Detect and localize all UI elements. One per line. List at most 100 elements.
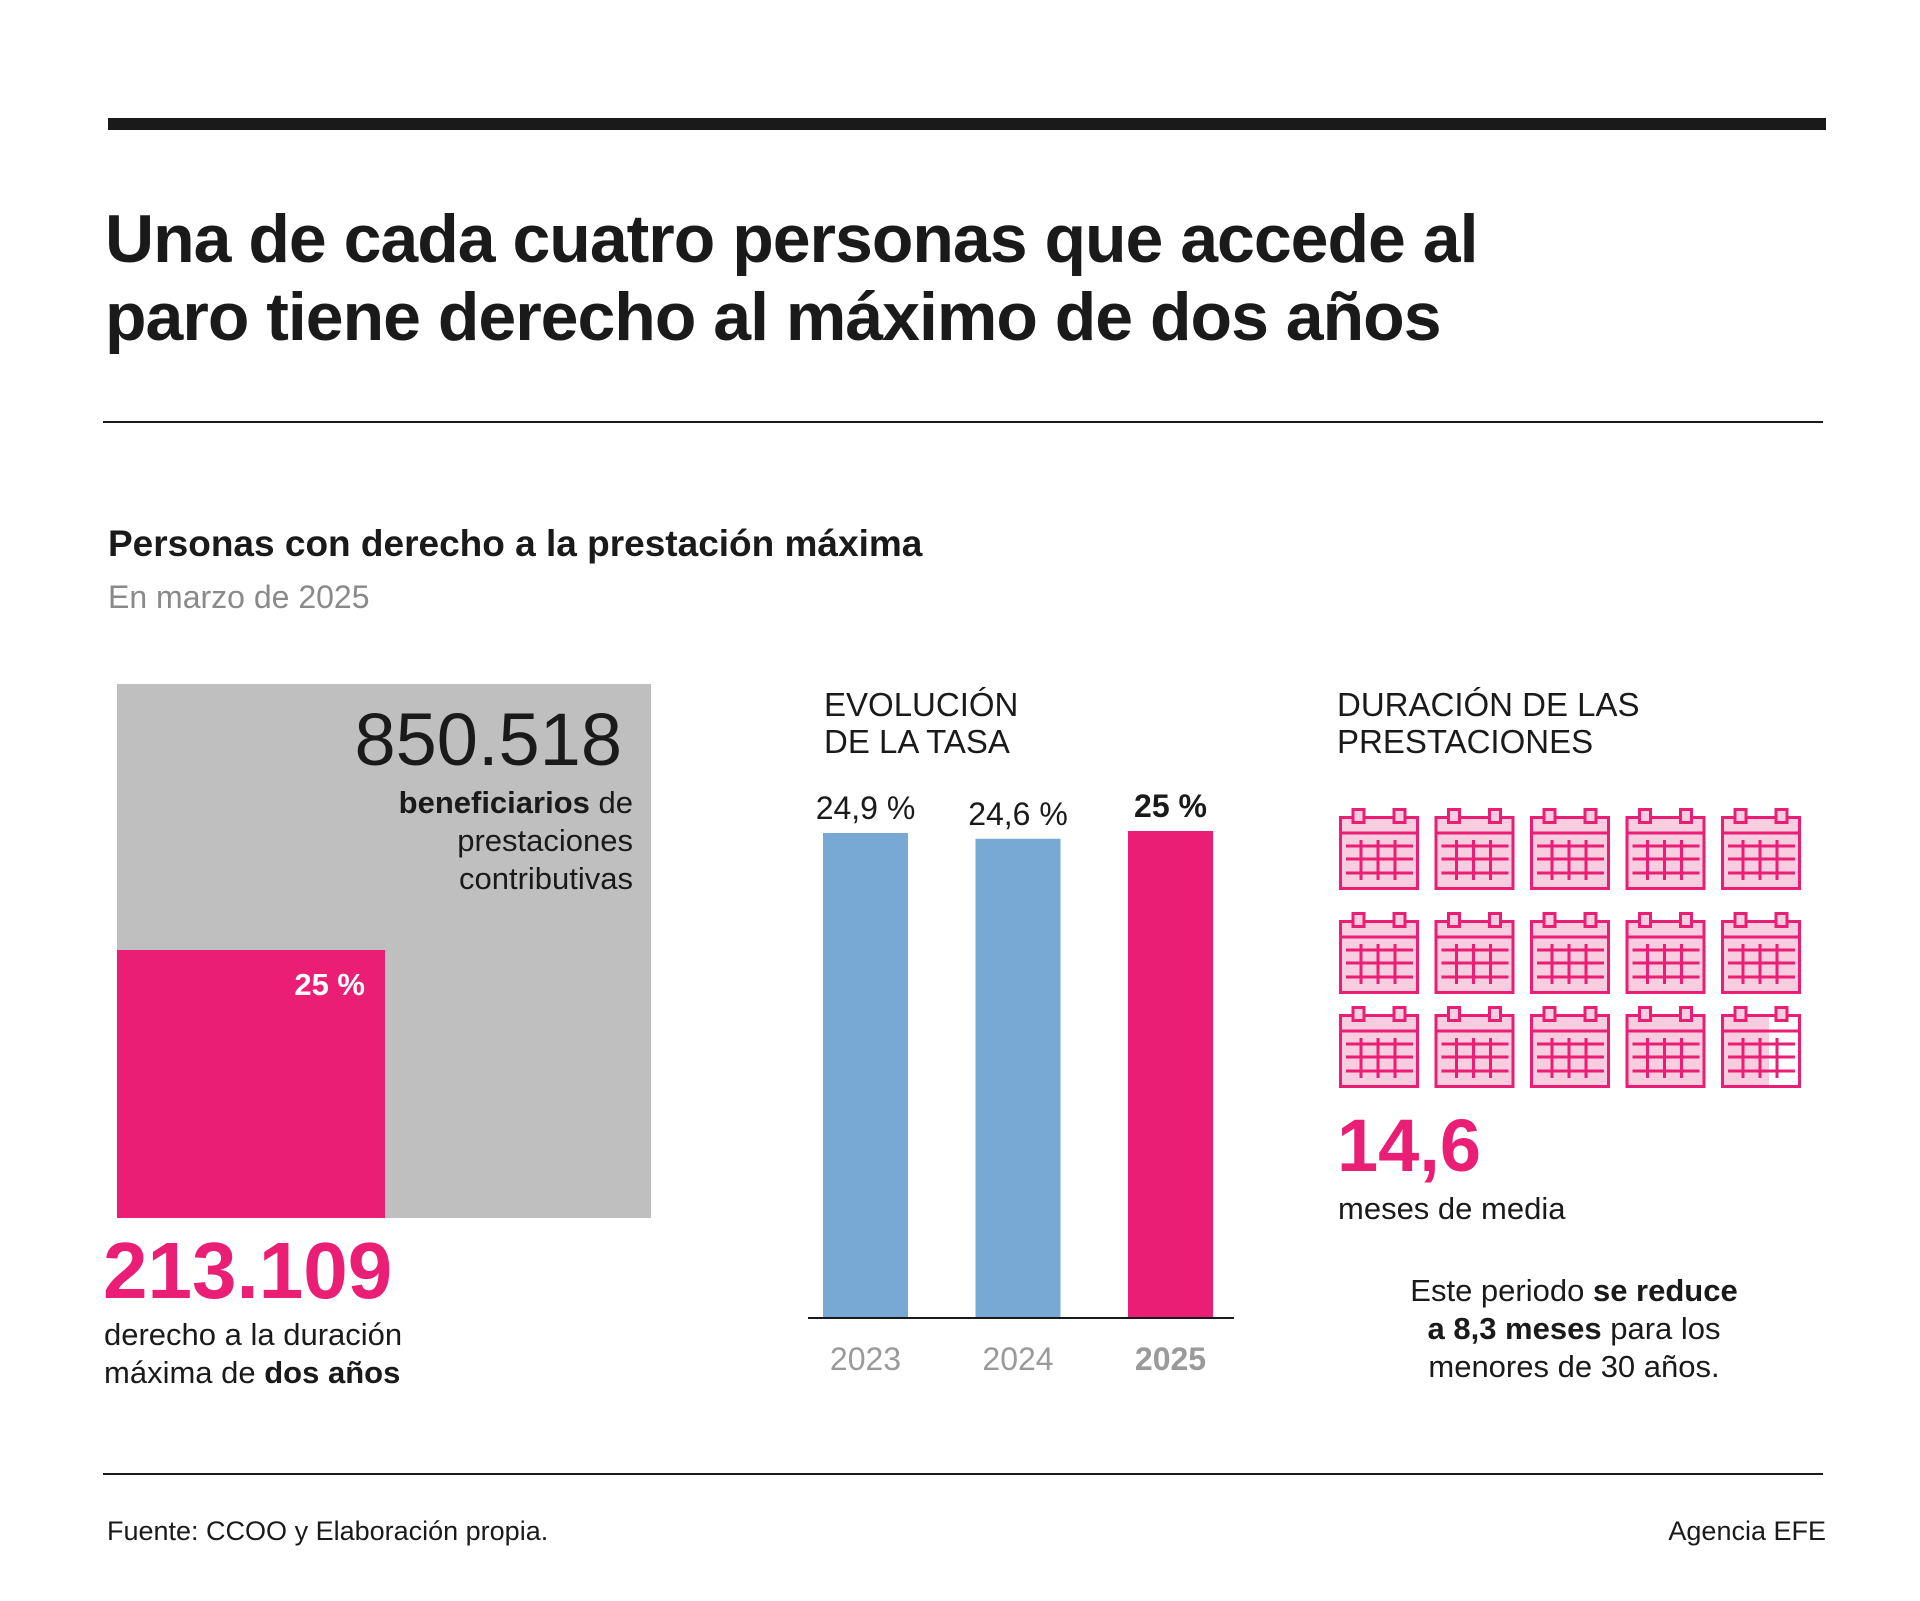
calendar-fill bbox=[1721, 1014, 1769, 1088]
calendar-ring bbox=[1774, 1006, 1789, 1022]
source: Fuente: CCOO y Elaboración propia. bbox=[107, 1516, 549, 1546]
calendar-ring bbox=[1488, 808, 1502, 824]
calendar-icon bbox=[1339, 912, 1419, 994]
calendar-icon bbox=[1339, 1006, 1419, 1088]
calendar-ring bbox=[1447, 808, 1461, 824]
total-label-rest: de bbox=[589, 785, 634, 820]
calendar-ring bbox=[1733, 1006, 1748, 1022]
divider bbox=[103, 1473, 1823, 1475]
calendar-icon bbox=[1721, 1006, 1801, 1088]
note-text: para los bbox=[1601, 1311, 1721, 1346]
bar-value-label: 25 % bbox=[1134, 788, 1207, 824]
calendar-icon bbox=[1434, 808, 1515, 890]
calendar-ring bbox=[1351, 1006, 1366, 1022]
calendar-ring bbox=[1774, 808, 1789, 824]
calendar-ring bbox=[1392, 1006, 1407, 1022]
calendar-icon bbox=[1625, 912, 1706, 994]
section-date: En marzo de 2025 bbox=[108, 579, 370, 615]
bar bbox=[1128, 831, 1213, 1317]
calendar-ring bbox=[1638, 808, 1652, 824]
total-label-bold: beneficiarios bbox=[398, 785, 590, 820]
top-bar bbox=[108, 118, 1826, 130]
calendar-frame bbox=[1625, 920, 1706, 994]
credit: Agencia EFE bbox=[1668, 1516, 1826, 1546]
x-tick-label: 2024 bbox=[982, 1341, 1053, 1377]
duration-note: Este periodo se reduce a 8,3 meses para … bbox=[1374, 1272, 1774, 1386]
headline-line: Una de cada cuatro personas que accede a… bbox=[105, 201, 1478, 277]
bar-value-label: 24,6 % bbox=[968, 796, 1068, 832]
calendar-ring bbox=[1488, 1006, 1502, 1022]
calendar-ring bbox=[1542, 912, 1557, 928]
note-text: menores de 30 años. bbox=[1428, 1349, 1720, 1384]
calendar-ring bbox=[1392, 808, 1407, 824]
calendar-icon bbox=[1721, 912, 1801, 994]
calendar-ring bbox=[1392, 912, 1407, 928]
note-bold: se reduce bbox=[1592, 1273, 1738, 1308]
bar bbox=[823, 832, 908, 1317]
max-value: 213.109 bbox=[103, 1226, 393, 1315]
calendar-ring bbox=[1638, 1006, 1652, 1022]
divider bbox=[103, 421, 1823, 423]
duration-title-line: DURACIÓN DE LAS bbox=[1337, 686, 1640, 723]
calendar-icon bbox=[1625, 808, 1706, 890]
calendar-icon bbox=[1530, 1006, 1610, 1088]
chart-title-line: EVOLUCIÓN bbox=[824, 686, 1019, 723]
calendar-frame bbox=[1339, 920, 1419, 994]
note-text: Este periodo bbox=[1410, 1273, 1593, 1308]
chart-title-line: DE LA TASA bbox=[824, 723, 1010, 760]
duration-caption: meses de media bbox=[1338, 1191, 1566, 1226]
note-bold: a 8,3 meses bbox=[1427, 1311, 1602, 1346]
calendar-ring bbox=[1679, 808, 1693, 824]
calendar-ring bbox=[1351, 912, 1366, 928]
max-label-bold: dos años bbox=[264, 1355, 401, 1390]
max-label: derecho a la duración máxima de dos años bbox=[104, 1316, 402, 1392]
calendar-frame bbox=[1625, 1014, 1706, 1088]
calendar-ring bbox=[1733, 912, 1748, 928]
duration-title-line: PRESTACIONES bbox=[1337, 723, 1594, 760]
calendar-icon bbox=[1721, 808, 1801, 890]
calendar-frame bbox=[1721, 920, 1801, 994]
total-value: 850.518 bbox=[354, 698, 623, 781]
calendar-icon bbox=[1339, 808, 1419, 890]
calendar-ring bbox=[1679, 1006, 1693, 1022]
calendar-frame bbox=[1339, 1014, 1419, 1088]
calendar-ring bbox=[1542, 808, 1557, 824]
total-label-line: contributivas bbox=[458, 861, 633, 896]
calendar-ring bbox=[1351, 808, 1366, 824]
total-label-line: prestaciones bbox=[457, 823, 633, 858]
calendar-icon bbox=[1530, 808, 1610, 890]
total-label: beneficiarios de prestaciones contributi… bbox=[399, 784, 633, 898]
calendar-ring bbox=[1679, 912, 1693, 928]
bar bbox=[975, 838, 1061, 1317]
share-percent: 25 % bbox=[294, 967, 365, 1002]
calendar-frame bbox=[1530, 1014, 1610, 1088]
calendar-frame bbox=[1434, 1014, 1515, 1088]
bar-chart-title: EVOLUCIÓN DE LA TASA bbox=[824, 686, 1018, 760]
bar-value-label: 24,9 % bbox=[816, 790, 916, 826]
x-tick-label: 2023 bbox=[830, 1341, 901, 1377]
calendar-ring bbox=[1774, 912, 1789, 928]
calendar-frame bbox=[1434, 920, 1515, 994]
calendar-icon bbox=[1530, 912, 1610, 994]
calendar-ring bbox=[1488, 912, 1502, 928]
bar-chart: 24,9 % 2023 24,6 % 2024 25 % 2025 bbox=[808, 788, 1234, 1377]
calendar-icon bbox=[1625, 1006, 1706, 1088]
max-duration-square bbox=[117, 950, 385, 1218]
section-heading: Personas con derecho a la prestación máx… bbox=[108, 523, 923, 564]
calendar-ring bbox=[1447, 1006, 1461, 1022]
calendar-ring bbox=[1447, 912, 1461, 928]
x-tick-label: 2025 bbox=[1135, 1341, 1206, 1377]
calendar-ring bbox=[1583, 808, 1598, 824]
calendar-grid bbox=[1339, 808, 1801, 1088]
duration-title: DURACIÓN DE LAS PRESTACIONES bbox=[1337, 686, 1640, 760]
headline-line: paro tiene derecho al máximo de dos años bbox=[105, 279, 1442, 355]
headline: Una de cada cuatro personas que accede a… bbox=[105, 200, 1478, 356]
calendar-frame bbox=[1339, 816, 1419, 890]
calendar-frame bbox=[1721, 816, 1801, 890]
calendar-ring bbox=[1583, 912, 1598, 928]
calendar-frame bbox=[1721, 1014, 1801, 1088]
calendar-ring bbox=[1638, 912, 1652, 928]
calendar-frame bbox=[1434, 816, 1515, 890]
calendar-frame bbox=[1625, 816, 1706, 890]
calendar-ring bbox=[1733, 808, 1748, 824]
